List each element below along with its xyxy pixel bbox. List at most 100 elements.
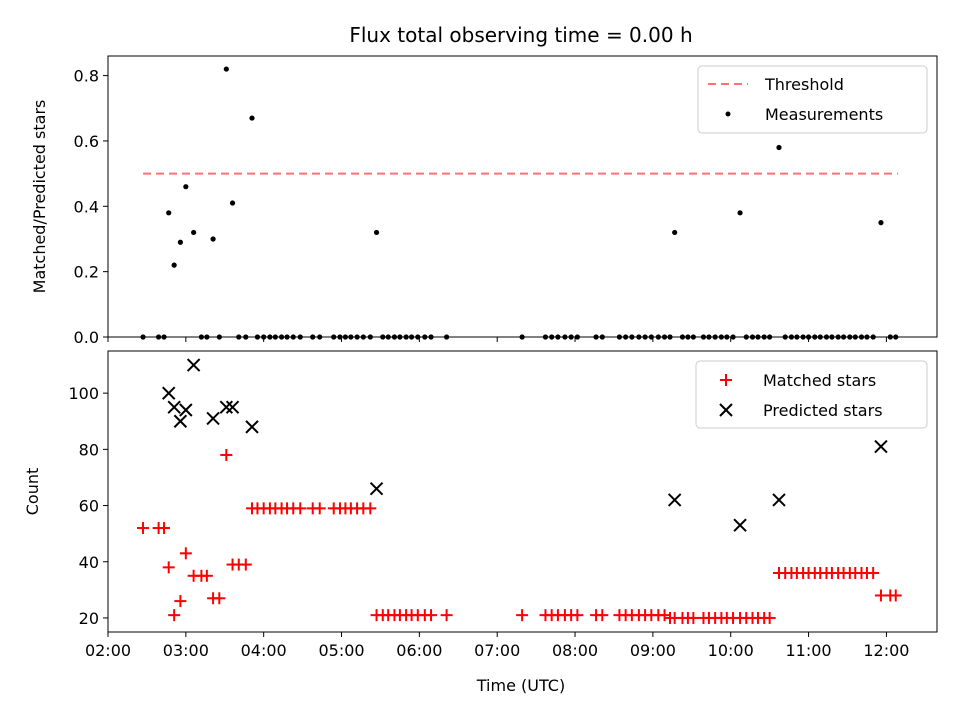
matched-star-point [162, 561, 175, 574]
x-tick-label: 07:00 [474, 641, 520, 660]
measurement-point [317, 334, 323, 340]
measurement-point [599, 334, 605, 340]
measurement-point [210, 236, 216, 242]
measurement-point [272, 334, 278, 340]
matched-star-point [313, 502, 326, 515]
matched-star-point [658, 609, 671, 622]
measurement-point [788, 334, 795, 340]
measurement-point [817, 334, 823, 340]
measurement-point [216, 334, 222, 340]
legend-predicted-label: Predicted stars [763, 401, 883, 420]
legend-threshold-label: Threshold [764, 75, 844, 94]
measurement-point [428, 334, 434, 340]
measurement-point [858, 334, 865, 340]
predicted-star-point [369, 481, 384, 496]
matched-star-point [179, 547, 192, 560]
top-y-tick-label: 0.0 [74, 328, 99, 347]
matched-star-point [137, 522, 150, 535]
matched-star-point [168, 609, 181, 622]
bottom-x-ticks: 02:00 03:00 04:00 05:00 06:00 07:00 08:00 09:00… [85, 632, 909, 660]
matched-star-point [158, 522, 171, 535]
measurement-point [690, 334, 696, 340]
measurement-point [519, 334, 525, 340]
measurement-point [223, 66, 229, 72]
measurement-point [648, 334, 654, 340]
matched-star-point [687, 611, 700, 624]
bottom-legend: Matched stars Predicted stars [695, 360, 928, 429]
measurement-point [870, 334, 876, 340]
x-tick-label: 06:00 [396, 641, 442, 660]
measurement-point [297, 334, 303, 340]
matched-star-point [440, 609, 453, 622]
measurement-point [679, 334, 686, 340]
bottom-y-tick-label: 80 [79, 440, 99, 459]
measurement-point [267, 334, 273, 340]
measurement-point [840, 334, 847, 340]
top-legend: Threshold Measurements [697, 65, 928, 134]
predicted-star-point [733, 518, 747, 532]
measurement-point [385, 334, 391, 340]
measurement-point [878, 220, 884, 226]
x-tick-label: 10:00 [708, 641, 754, 660]
bottom-panel: 20 40 60 80 100 02:00 03:00 04:00 05:00 06:00 07:… [23, 350, 938, 695]
measurement-point [794, 334, 800, 340]
x-tick-label: 11:00 [786, 641, 832, 660]
matched-star-point [571, 609, 584, 622]
measurement-point [166, 210, 172, 216]
measurement-point [243, 334, 249, 340]
measurement-point [229, 200, 236, 206]
legend-measurements-label: Measurements [765, 105, 883, 124]
matched-star-point [763, 611, 776, 624]
measurement-point [415, 334, 421, 340]
measurement-point [712, 334, 718, 340]
top-y-tick-label: 0.8 [74, 67, 99, 86]
measurement-point [636, 334, 642, 340]
measurement-point [672, 229, 678, 236]
matched-star-point [239, 558, 252, 571]
matched-star-point [294, 502, 307, 515]
measurement-point [782, 334, 788, 340]
matched-star-point [220, 448, 233, 461]
measurement-point [743, 334, 749, 340]
legend-measurements-swatch [725, 111, 731, 117]
matched-star-point [425, 609, 438, 622]
predicted-stars-points [162, 358, 888, 532]
chart-title: Flux total observing time = 0.00 h [349, 23, 692, 47]
measurement-point [835, 334, 841, 340]
bottom-y-ticks: 20 40 60 80 100 [68, 384, 108, 628]
measurement-point [391, 334, 398, 340]
measurement-point [249, 115, 255, 121]
x-tick-label: 08:00 [552, 641, 598, 660]
measurement-point [593, 334, 599, 340]
top-legend-box [697, 65, 928, 134]
matched-star-point [889, 589, 902, 602]
predicted-star-point [225, 400, 240, 414]
measurement-point [342, 334, 349, 340]
bottom-y-tick-label: 60 [79, 497, 99, 516]
measurement-point [730, 334, 736, 340]
measurement-point [348, 334, 354, 340]
measurement-point [706, 334, 712, 340]
matched-star-point [174, 595, 187, 608]
matched-stars-points [137, 448, 902, 624]
measurement-point [893, 334, 899, 340]
measurement-point [761, 334, 767, 340]
measurement-point [403, 334, 409, 340]
measurement-point [331, 334, 337, 340]
predicted-star-point [219, 400, 234, 414]
measurement-point [254, 334, 261, 340]
measurement-point [261, 334, 267, 340]
bottom-y-axis-label: Count [23, 468, 42, 516]
x-tick-label: 09:00 [630, 641, 676, 660]
measurement-point [667, 334, 673, 340]
measurement-point [568, 334, 574, 340]
x-tick-label: 05:00 [318, 641, 364, 660]
measurement-point [718, 334, 724, 340]
measurement-point [191, 229, 197, 236]
measurement-points [140, 66, 899, 340]
measurement-point [562, 334, 568, 340]
measurement-point [755, 334, 761, 340]
measurement-point [161, 334, 167, 340]
measurement-point [367, 334, 373, 340]
measurement-point [171, 262, 177, 268]
